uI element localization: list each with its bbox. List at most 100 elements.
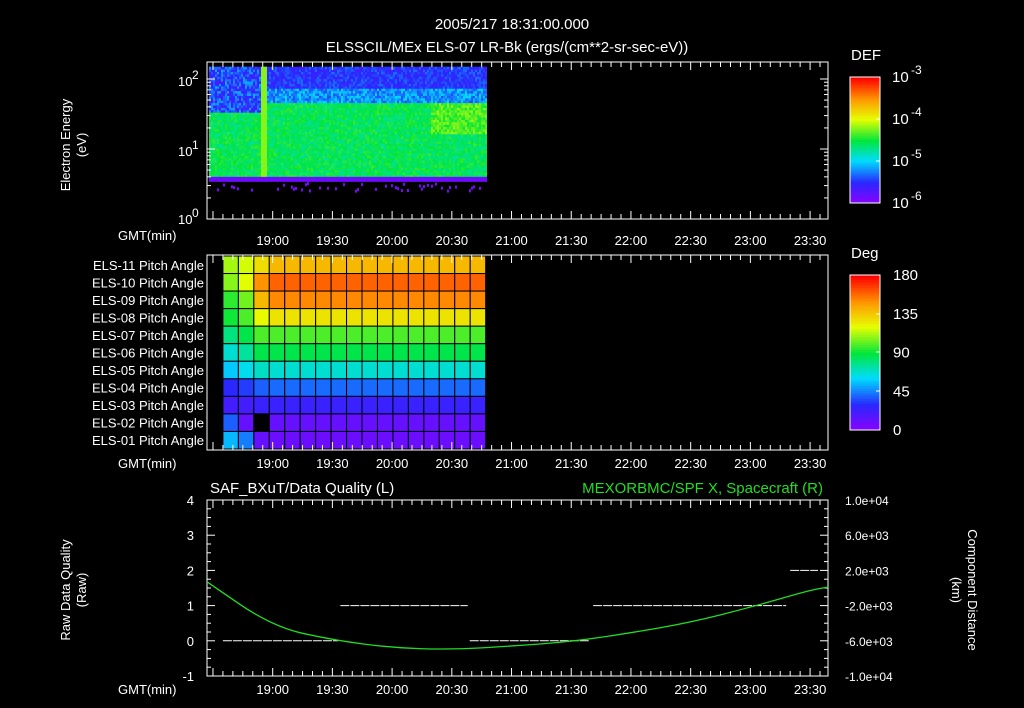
spectrogram-cell bbox=[338, 100, 341, 104]
spectrogram-cell bbox=[222, 183, 225, 187]
spectrogram-cell bbox=[260, 157, 263, 161]
spectrogram-cell bbox=[368, 169, 371, 173]
spectrogram-cell bbox=[342, 136, 345, 140]
spectrogram-cell bbox=[392, 167, 395, 171]
spectrogram-cell bbox=[334, 155, 337, 159]
spectrogram-cell bbox=[352, 148, 355, 152]
spectrogram-cell bbox=[258, 131, 261, 135]
spectrogram-cell bbox=[322, 78, 325, 82]
spectrogram-cell bbox=[288, 112, 291, 116]
spectrogram-cell bbox=[334, 114, 337, 118]
spectrogram-cell bbox=[372, 107, 375, 111]
spectrogram-cell bbox=[344, 83, 347, 87]
spectrogram-cell bbox=[216, 160, 219, 163]
spectrogram-cell bbox=[330, 121, 333, 125]
spectrogram-cell bbox=[386, 157, 389, 161]
spectrogram-cell bbox=[212, 93, 215, 96]
spectrogram-cell bbox=[312, 140, 315, 144]
spectrogram-cell bbox=[216, 90, 219, 94]
spectrogram-cell bbox=[336, 66, 339, 70]
spectrogram-cell bbox=[252, 160, 255, 163]
spectrogram-cell bbox=[296, 138, 299, 142]
spectrogram-cell bbox=[304, 172, 307, 175]
spectrogram-cell bbox=[314, 136, 317, 140]
spectrogram-cell bbox=[220, 69, 223, 72]
spectrogram-cell bbox=[240, 133, 243, 137]
spectrogram-cell bbox=[418, 145, 421, 149]
spectrogram-cell bbox=[406, 164, 409, 168]
spectrogram-cell bbox=[342, 143, 345, 147]
spectrogram-cell bbox=[320, 88, 323, 92]
spectrogram-cell bbox=[358, 88, 361, 92]
spectrogram-cell bbox=[296, 124, 299, 128]
spectrogram-cell bbox=[344, 131, 347, 135]
spectrogram-cell bbox=[356, 131, 359, 135]
spectrogram-cell bbox=[358, 164, 361, 168]
spectrogram-cell bbox=[412, 73, 415, 77]
spectrogram-cell bbox=[410, 140, 413, 144]
spectrogram-cell bbox=[316, 155, 319, 159]
spectrogram-cell bbox=[254, 169, 257, 173]
spectrogram-cell bbox=[220, 76, 223, 80]
spectrogram-cell bbox=[258, 85, 261, 89]
spectrogram-cell bbox=[298, 95, 301, 99]
spectrogram-cell bbox=[232, 138, 235, 142]
spectrogram-cell bbox=[356, 66, 359, 70]
spectrogram-cell bbox=[382, 66, 385, 70]
spectrogram-cell bbox=[388, 71, 391, 75]
spectrogram-cell bbox=[416, 93, 419, 96]
spectrogram-cell bbox=[332, 160, 335, 163]
spectrogram-cell bbox=[254, 148, 257, 152]
spectrogram-cell bbox=[412, 121, 415, 125]
spectrogram-cell bbox=[396, 172, 399, 175]
spectrogram-cell bbox=[222, 169, 225, 173]
spectrogram-cell bbox=[320, 95, 323, 99]
spectrogram-cell bbox=[312, 66, 315, 70]
spectrogram-cell bbox=[320, 78, 323, 82]
spectrogram-cell bbox=[276, 131, 279, 135]
spectrogram-cell bbox=[260, 102, 263, 106]
spectrogram-cell bbox=[226, 172, 229, 175]
spectrogram-cell bbox=[418, 112, 421, 116]
spectrogram-cell bbox=[244, 133, 247, 137]
spectrogram-cell bbox=[308, 189, 311, 193]
spectrogram-cell bbox=[324, 176, 327, 182]
spectrogram-cell bbox=[238, 136, 241, 140]
spectrogram-cell bbox=[358, 116, 361, 120]
spectrogram-cell bbox=[226, 76, 229, 80]
spectrogram-cell bbox=[268, 162, 271, 166]
spectrogram-cell bbox=[254, 138, 257, 142]
spectrogram-cell bbox=[220, 93, 223, 96]
spectrogram-cell bbox=[296, 140, 299, 144]
spectrogram-cell bbox=[324, 157, 327, 161]
spectrogram-cell bbox=[264, 66, 267, 70]
spectrogram-cell bbox=[382, 114, 385, 118]
spectrogram-cell bbox=[354, 100, 357, 104]
spectrogram-cell bbox=[390, 131, 393, 135]
spectrogram-cell bbox=[392, 83, 395, 87]
spectrogram-cell bbox=[320, 133, 323, 137]
spectrogram-cell bbox=[314, 150, 317, 154]
spectrogram-cell bbox=[320, 140, 323, 144]
spectrogram-cell bbox=[232, 136, 235, 140]
spectrogram-cell bbox=[392, 90, 395, 94]
spectrogram-cell bbox=[384, 157, 387, 161]
spectrogram-cell bbox=[386, 73, 389, 77]
spectrogram-cell bbox=[250, 88, 253, 92]
spectrogram-cell bbox=[410, 90, 413, 94]
spectrogram-cell bbox=[400, 81, 403, 84]
spectrogram-cell bbox=[296, 112, 299, 116]
spectrogram-cell bbox=[394, 167, 397, 171]
spectrogram-cell bbox=[328, 176, 331, 182]
spectrogram-cell bbox=[326, 78, 329, 82]
spectrogram-cell bbox=[278, 71, 281, 75]
spectrogram-cell bbox=[356, 176, 359, 182]
spectrogram-cell bbox=[364, 160, 367, 163]
spectrogram-cell bbox=[214, 172, 217, 175]
spectrogram-cell bbox=[396, 124, 399, 128]
spectrogram-cell bbox=[308, 90, 311, 94]
spectrogram-cell bbox=[394, 124, 397, 128]
spectrogram-cell bbox=[244, 100, 247, 104]
spectrogram-cell bbox=[390, 143, 393, 147]
spectrogram-cell bbox=[348, 174, 351, 178]
